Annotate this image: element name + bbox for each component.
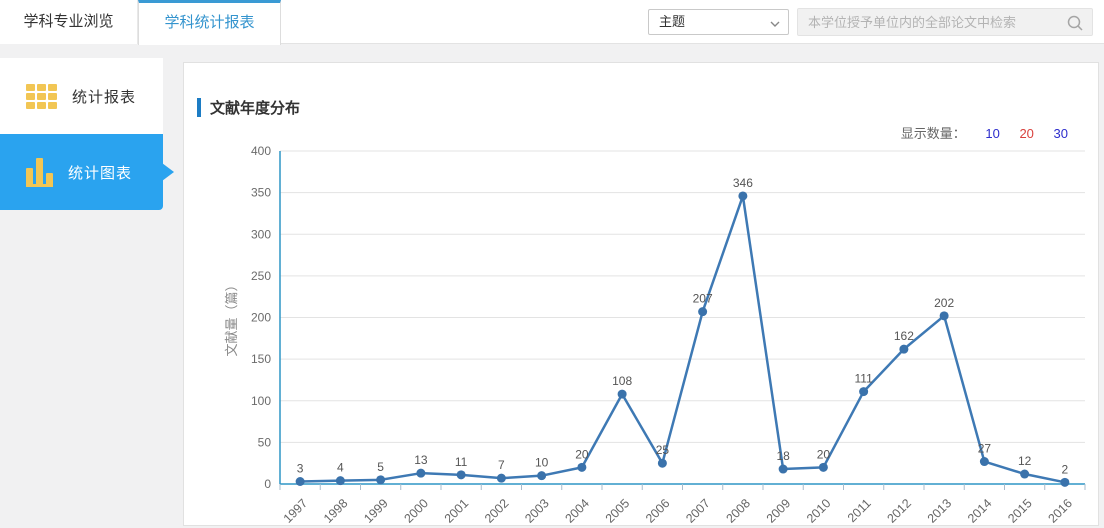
line-chart: 0 50 100 150 200 250 300 350 400 文献量（篇） 3 1997 4 1998…	[224, 144, 1086, 526]
svg-text:7: 7	[498, 458, 505, 472]
svg-text:1997: 1997	[281, 496, 311, 526]
search-icon[interactable]	[1066, 14, 1084, 32]
svg-text:2010: 2010	[804, 496, 834, 526]
svg-text:2016: 2016	[1045, 496, 1075, 526]
search-field-select[interactable]: 主题	[648, 9, 789, 35]
svg-text:2002: 2002	[482, 496, 512, 526]
svg-text:4: 4	[337, 461, 344, 475]
tab-subject-browse[interactable]: 学科专业浏览	[0, 0, 138, 44]
sidebar-item-label: 统计图表	[68, 164, 133, 182]
svg-text:2000: 2000	[401, 496, 431, 526]
svg-text:111: 111	[855, 372, 874, 386]
svg-text:13: 13	[414, 453, 428, 467]
display-count-label: 显示数量：	[900, 126, 966, 141]
svg-text:0: 0	[264, 477, 271, 491]
svg-text:5: 5	[377, 460, 384, 474]
svg-text:2004: 2004	[562, 496, 592, 526]
svg-text:20: 20	[575, 447, 589, 461]
svg-text:3: 3	[297, 462, 304, 476]
svg-text:2005: 2005	[603, 496, 633, 526]
svg-text:11: 11	[455, 455, 468, 469]
section-title: 文献年度分布	[197, 97, 300, 118]
svg-text:2: 2	[1062, 462, 1069, 476]
top-tab-bar: 学科专业浏览 学科统计报表 主题	[0, 0, 1104, 45]
display-count-option-20[interactable]: 20	[1019, 126, 1034, 141]
svg-text:2011: 2011	[845, 496, 874, 525]
svg-text:2007: 2007	[683, 496, 713, 526]
sidebar-item-statistics-report[interactable]: 统计报表	[0, 58, 163, 134]
svg-text:12: 12	[1018, 454, 1032, 468]
svg-text:20: 20	[817, 447, 831, 461]
main-panel: 文献年度分布 显示数量： 10 20 30 0 50 100 150 200 250 300…	[183, 62, 1099, 526]
svg-text:25: 25	[656, 443, 670, 457]
svg-text:2015: 2015	[1005, 496, 1035, 526]
search-field-value: 主题	[659, 14, 686, 29]
sidebar-item-label: 统计报表	[72, 88, 137, 106]
chart-container: 0 50 100 150 200 250 300 350 400 文献量（篇） 3 1997 4 1998…	[184, 139, 1100, 527]
section-title-text: 文献年度分布	[210, 100, 301, 117]
svg-text:2014: 2014	[965, 496, 995, 526]
svg-text:162: 162	[894, 329, 914, 343]
svg-text:400: 400	[251, 144, 271, 158]
svg-text:108: 108	[612, 374, 632, 388]
title-accent-bar	[197, 98, 201, 117]
svg-text:27: 27	[978, 442, 992, 456]
svg-text:2008: 2008	[723, 496, 753, 526]
search-box	[797, 8, 1093, 36]
sidebar-item-statistics-chart[interactable]: 统计图表	[0, 134, 174, 210]
display-count-option-10[interactable]: 10	[985, 126, 1000, 141]
svg-text:2003: 2003	[522, 496, 552, 526]
svg-text:207: 207	[693, 292, 713, 306]
svg-text:2012: 2012	[884, 496, 914, 526]
chevron-down-icon	[770, 20, 780, 28]
svg-text:18: 18	[776, 449, 790, 463]
search-input[interactable]	[798, 9, 1060, 35]
svg-text:350: 350	[251, 186, 271, 200]
report-grid-icon	[26, 83, 57, 109]
svg-text:300: 300	[251, 227, 271, 241]
svg-text:2009: 2009	[764, 496, 794, 526]
svg-text:2006: 2006	[643, 496, 673, 526]
svg-text:346: 346	[733, 176, 753, 190]
bar-chart-icon	[26, 157, 53, 187]
svg-text:1998: 1998	[321, 496, 351, 526]
display-count-option-30[interactable]: 30	[1053, 126, 1068, 141]
svg-text:1999: 1999	[361, 496, 391, 526]
svg-text:202: 202	[934, 296, 954, 310]
svg-text:100: 100	[251, 394, 271, 408]
svg-text:文献量（篇）: 文献量（篇）	[224, 278, 239, 356]
svg-text:150: 150	[251, 352, 271, 366]
svg-text:200: 200	[251, 311, 271, 325]
sidebar: 统计报表 统计图表	[0, 58, 174, 210]
tab-subject-statistics-report[interactable]: 学科统计报表	[138, 0, 281, 45]
svg-text:2013: 2013	[925, 496, 955, 526]
svg-text:2001: 2001	[442, 496, 472, 526]
svg-text:50: 50	[258, 435, 272, 449]
display-count-control: 显示数量： 10 20 30	[901, 123, 1068, 142]
svg-text:250: 250	[251, 269, 271, 283]
svg-text:10: 10	[535, 456, 549, 470]
